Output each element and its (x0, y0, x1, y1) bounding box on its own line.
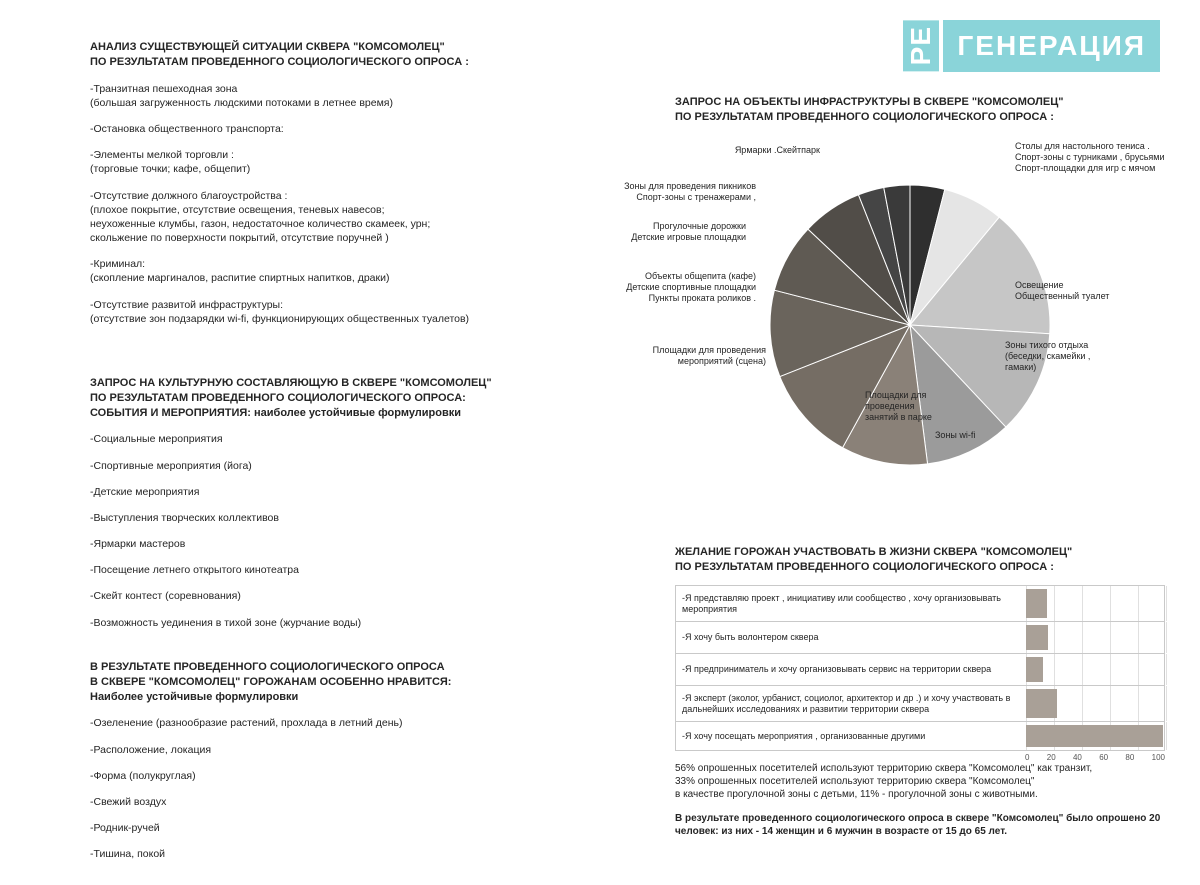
list-item: -Озеленение (разнообразие растений, прох… (90, 716, 590, 730)
pie-slice-label: Объекты общепита (кафе)Детские спортивны… (626, 271, 756, 303)
bar-track (1026, 686, 1164, 721)
pie-slice-label: ОсвещениеОбщественный туалет (1015, 280, 1109, 302)
pie-slice-label: Зоны для проведения пикниковСпорт-зоны с… (624, 181, 756, 203)
pie-slice-label: Ярмарки .Скейтпарк (735, 145, 820, 156)
analysis-list: -Транзитная пешеходная зона(большая загр… (90, 82, 590, 326)
bar-fill (1026, 589, 1047, 618)
analysis-block: АНАЛИЗ СУЩЕСТВУЮЩЕЙ СИТУАЦИИ СКВЕРА "КОМ… (90, 40, 590, 326)
list-item: -Криминал:(скопление маргиналов, распити… (90, 257, 590, 285)
bar-row: -Я представляю проект , инициативу или с… (675, 585, 1165, 621)
axis-tick: 80 (1125, 753, 1134, 762)
bar-fill (1026, 657, 1043, 682)
cultural-title: ЗАПРОС НА КУЛЬТУРНУЮ СОСТАВЛЯЮЩУЮ В СКВЕ… (90, 376, 590, 421)
list-item: -Тишина, покой (90, 847, 590, 861)
list-item: -Спортивные мероприятия (йога) (90, 459, 590, 473)
bars-title-wrap: ЖЕЛАНИЕ ГОРОЖАН УЧАСТВОВАТЬ В ЖИЗНИ СКВЕ… (675, 545, 1175, 587)
likes-title: В РЕЗУЛЬТАТЕ ПРОВЕДЕННОГО СОЦИОЛОГИЧЕСКО… (90, 660, 590, 705)
list-item: -Социальные мероприятия (90, 432, 590, 446)
bar-axis: 0 20 40 60 80 100 (1025, 753, 1165, 762)
list-item: -Отсутствие развитой инфраструктуры:(отс… (90, 298, 590, 326)
bar-label: -Я эксперт (эколог, урбанист, социолог, … (676, 686, 1026, 721)
pie-chart: Ярмарки .Скейтпарк Столы для настольного … (600, 135, 1170, 505)
pie-title: ЗАПРОС НА ОБЪЕКТЫ ИНФРАСТРУКТУРЫ В СКВЕР… (675, 95, 1175, 125)
list-item: -Отсутствие должного благоустройства :(п… (90, 189, 590, 246)
logo-prefix: РЕ (903, 20, 939, 71)
pie-slice-label: Зоны wi-fi (935, 430, 975, 441)
pie-slice-label: Площадки дляпроведениязанятий в парке (865, 390, 932, 422)
list-item: -Ярмарки мастеров (90, 537, 590, 551)
analysis-title: АНАЛИЗ СУЩЕСТВУЮЩЕЙ СИТУАЦИИ СКВЕРА "КОМ… (90, 40, 590, 70)
bar-label: -Я хочу посещать мероприятия , организов… (676, 722, 1026, 750)
pie-slice-label: Площадки для проведениямероприятий (сцен… (653, 345, 766, 367)
list-item: -Расположение, локация (90, 743, 590, 757)
bar-track (1026, 722, 1164, 750)
bar-row: -Я хочу быть волонтером сквера (675, 621, 1165, 653)
axis-tick: 0 (1025, 753, 1029, 762)
list-item: -Форма (полукруглая) (90, 769, 590, 783)
likes-list: -Озеленение (разнообразие растений, прох… (90, 716, 590, 861)
logo-main: ГЕНЕРАЦИЯ (943, 20, 1160, 72)
bar-fill (1026, 625, 1048, 650)
list-item: -Выступления творческих коллективов (90, 511, 590, 525)
bar-label: -Я хочу быть волонтером сквера (676, 622, 1026, 653)
list-item: -Свежий воздух (90, 795, 590, 809)
list-item: -Возможность уединения в тихой зоне (жур… (90, 616, 590, 630)
brand-logo: РЕ ГЕНЕРАЦИЯ (903, 20, 1160, 72)
list-item: -Остановка общественного транспорта: (90, 122, 590, 136)
bar-track (1026, 622, 1164, 653)
axis-tick: 40 (1073, 753, 1082, 762)
cultural-block: ЗАПРОС НА КУЛЬТУРНУЮ СОСТАВЛЯЮЩУЮ В СКВЕ… (90, 376, 590, 630)
bar-row: -Я предприниматель и хочу организовывать… (675, 653, 1165, 685)
bar-fill (1026, 725, 1163, 747)
axis-tick: 60 (1099, 753, 1108, 762)
footnote-text: 56% опрошенных посетителей используют те… (675, 762, 1180, 801)
list-item: -Транзитная пешеходная зона(большая загр… (90, 82, 590, 110)
bar-row: -Я эксперт (эколог, урбанист, социолог, … (675, 685, 1165, 721)
list-item: -Детские мероприятия (90, 485, 590, 499)
bar-track (1026, 654, 1164, 685)
pie-slice-label: Прогулочные дорожкиДетские игровые площа… (631, 221, 746, 243)
list-item: -Родник-ручей (90, 821, 590, 835)
pie-title-wrap: ЗАПРОС НА ОБЪЕКТЫ ИНФРАСТРУКТУРЫ В СКВЕР… (675, 95, 1175, 137)
cultural-list: -Социальные мероприятия -Спортивные мероп… (90, 432, 590, 629)
footnote-bold: В результате проведенного социологическо… (675, 812, 1180, 838)
list-item: -Посещение летнего открытого кинотеатра (90, 563, 590, 577)
bar-chart: -Я представляю проект , инициативу или с… (675, 585, 1165, 762)
bar-label: -Я предприниматель и хочу организовывать… (676, 654, 1026, 685)
pie-slice-label: Столы для настольного тениса .Спорт-зоны… (1015, 141, 1165, 173)
bar-fill (1026, 689, 1057, 718)
bars-title: ЖЕЛАНИЕ ГОРОЖАН УЧАСТВОВАТЬ В ЖИЗНИ СКВЕ… (675, 545, 1175, 575)
pie-slice-label: Зоны тихого отдыха(беседки, скамейки ,га… (1005, 340, 1090, 372)
bar-track (1026, 586, 1164, 621)
bar-row: -Я хочу посещать мероприятия , организов… (675, 721, 1165, 751)
axis-tick: 100 (1152, 753, 1165, 762)
likes-block: В РЕЗУЛЬТАТЕ ПРОВЕДЕННОГО СОЦИОЛОГИЧЕСКО… (90, 660, 590, 862)
left-column: АНАЛИЗ СУЩЕСТВУЮЩЕЙ СИТУАЦИИ СКВЕРА "КОМ… (90, 40, 590, 885)
list-item: -Элементы мелкой торговли :(торговые точ… (90, 148, 590, 176)
list-item: -Скейт контест (соревнования) (90, 589, 590, 603)
axis-tick: 20 (1047, 753, 1056, 762)
bar-label: -Я представляю проект , инициативу или с… (676, 586, 1026, 621)
